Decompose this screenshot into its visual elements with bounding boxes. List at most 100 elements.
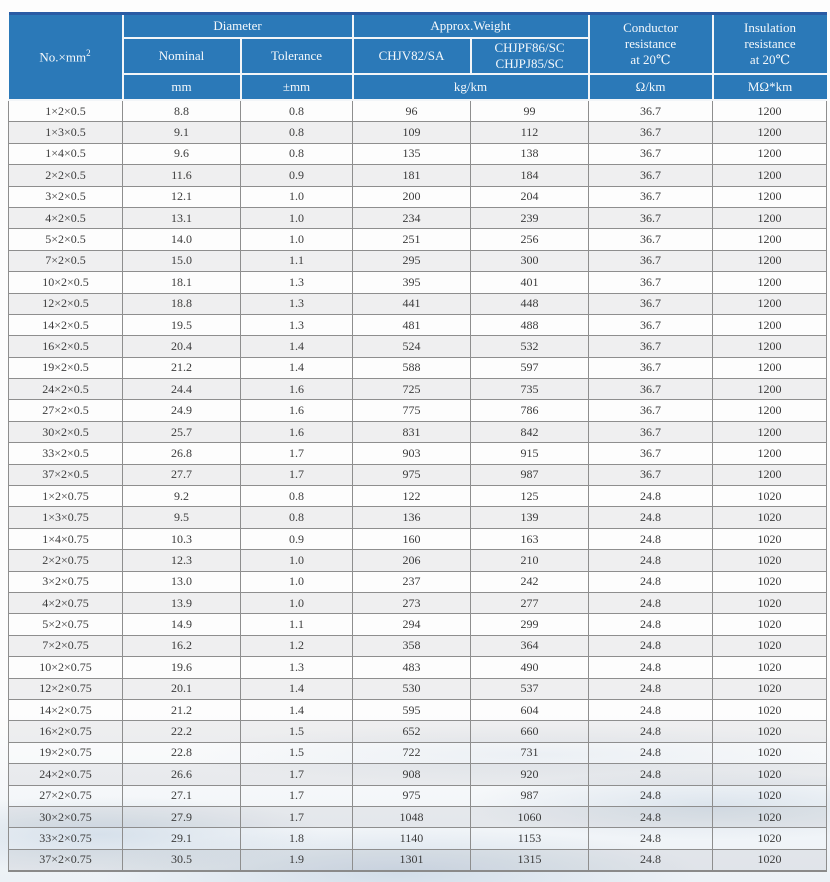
table-cell: 160 bbox=[352, 527, 471, 551]
table-cell: 2×2×0.5 bbox=[8, 164, 123, 187]
table-cell: 448 bbox=[469, 292, 590, 315]
table-cell: 24.8 bbox=[588, 634, 714, 658]
table-cell: 1060 bbox=[469, 805, 590, 829]
table-cell: 36.7 bbox=[588, 378, 714, 401]
table-cell: 13.1 bbox=[122, 206, 241, 230]
table-row: 12×2×0.75 20.1 1.4 530 537 24.8 1020 bbox=[8, 677, 828, 700]
table-row: 2×2×0.75 12.3 1.0 206 210 24.8 1020 bbox=[8, 549, 828, 572]
table-cell: 20.1 bbox=[122, 677, 241, 700]
table-cell: 294 bbox=[352, 613, 471, 636]
table-cell: 204 bbox=[469, 185, 590, 208]
table-cell: 1.0 bbox=[240, 206, 353, 230]
table-cell: 135 bbox=[352, 142, 471, 166]
table-cell: 15.0 bbox=[122, 249, 241, 273]
table-cell: 24.8 bbox=[588, 677, 714, 700]
table-cell: 11.6 bbox=[122, 164, 241, 187]
unit-mm: mm bbox=[121, 73, 242, 101]
table-cell: 295 bbox=[352, 249, 471, 273]
table-cell: 19×2×0.75 bbox=[8, 741, 123, 765]
table-row: 33×2×0.5 26.8 1.7 903 915 36.7 1200 bbox=[8, 442, 828, 465]
table-cell: 29.1 bbox=[122, 827, 241, 850]
table-cell: 21.2 bbox=[122, 356, 241, 380]
table-cell: 920 bbox=[469, 763, 590, 786]
table-row: 12×2×0.5 18.8 1.3 441 448 36.7 1200 bbox=[8, 292, 828, 315]
table-cell: 660 bbox=[469, 720, 590, 743]
table-cell: 1020 bbox=[712, 634, 828, 658]
table-cell: 24×2×0.75 bbox=[8, 763, 123, 786]
table-cell: 36.7 bbox=[588, 399, 714, 422]
table-row: 1×4×0.75 10.3 0.9 160 163 24.8 1020 bbox=[8, 527, 828, 551]
table-cell: 1200 bbox=[712, 335, 828, 358]
table-cell: 987 bbox=[469, 463, 590, 487]
table-cell: 1200 bbox=[712, 185, 828, 208]
table-cell: 775 bbox=[352, 399, 471, 422]
table-cell: 13.0 bbox=[122, 570, 241, 593]
table-cell: 1020 bbox=[712, 805, 828, 829]
unit-ohm-km: Ω/km bbox=[587, 73, 714, 101]
col-header-nominal: Nominal bbox=[121, 36, 242, 75]
table-cell: 1020 bbox=[712, 763, 828, 786]
table-row: 1×4×0.5 9.6 0.8 135 138 36.7 1200 bbox=[8, 142, 828, 166]
table-cell: 1×2×0.75 bbox=[8, 485, 123, 508]
table-cell: 30×2×0.5 bbox=[8, 420, 123, 444]
table-cell: 27×2×0.5 bbox=[8, 399, 123, 422]
table-cell: 20.4 bbox=[122, 335, 241, 358]
table-cell: 1140 bbox=[352, 827, 471, 850]
table-cell: 24.8 bbox=[588, 549, 714, 572]
table-cell: 21.2 bbox=[122, 698, 241, 722]
table-cell: 1200 bbox=[712, 356, 828, 380]
table-cell: 273 bbox=[352, 591, 471, 615]
table-cell: 36.7 bbox=[588, 121, 714, 144]
unit-mohm-km: MΩ*km bbox=[711, 73, 827, 101]
table-cell: 1020 bbox=[712, 677, 828, 700]
table-cell: 12×2×0.75 bbox=[8, 677, 123, 700]
table-cell: 1.7 bbox=[240, 442, 353, 465]
table-cell: 786 bbox=[469, 399, 590, 422]
table-cell: 109 bbox=[352, 121, 471, 144]
table-cell: 1200 bbox=[712, 420, 828, 444]
table-cell: 1200 bbox=[712, 249, 828, 273]
table-cell: 532 bbox=[469, 335, 590, 358]
table-cell: 36.7 bbox=[588, 313, 714, 337]
table-cell: 1020 bbox=[712, 613, 828, 636]
table-cell: 24.8 bbox=[588, 485, 714, 508]
table-cell: 1.9 bbox=[240, 848, 353, 873]
col-header-no-mm2: No.×mm2 bbox=[8, 13, 124, 101]
table-cell: 36.7 bbox=[588, 292, 714, 315]
table-cell: 96 bbox=[352, 99, 471, 123]
table-cell: 14×2×0.75 bbox=[8, 698, 123, 722]
table-cell: 1200 bbox=[712, 142, 828, 166]
table-cell: 24.8 bbox=[588, 741, 714, 765]
table-cell: 1.7 bbox=[240, 763, 353, 786]
table-cell: 19.6 bbox=[122, 656, 241, 679]
table-cell: 18.8 bbox=[122, 292, 241, 315]
table-cell: 163 bbox=[469, 527, 590, 551]
table-cell: 395 bbox=[352, 271, 471, 294]
table-cell: 36.7 bbox=[588, 271, 714, 294]
table-cell: 242 bbox=[469, 570, 590, 593]
table-row: 14×2×0.5 19.5 1.3 481 488 36.7 1200 bbox=[8, 313, 828, 337]
table-cell: 37×2×0.75 bbox=[8, 848, 123, 873]
table-cell: 24.8 bbox=[588, 763, 714, 786]
table-cell: 1200 bbox=[712, 206, 828, 230]
table-cell: 36.7 bbox=[588, 249, 714, 273]
table-cell: 10×2×0.75 bbox=[8, 656, 123, 679]
table-row: 2×2×0.5 11.6 0.9 181 184 36.7 1200 bbox=[8, 164, 828, 187]
table-cell: 2×2×0.75 bbox=[8, 549, 123, 572]
table-row: 24×2×0.5 24.4 1.6 725 735 36.7 1200 bbox=[8, 378, 828, 401]
table-cell: 24.8 bbox=[588, 784, 714, 807]
table-cell: 903 bbox=[352, 442, 471, 465]
table-cell: 1315 bbox=[469, 848, 590, 873]
table-cell: 1.1 bbox=[240, 249, 353, 273]
table-cell: 1200 bbox=[712, 378, 828, 401]
table-cell: 524 bbox=[352, 335, 471, 358]
table-cell: 27×2×0.75 bbox=[8, 784, 123, 807]
table-cell: 1020 bbox=[712, 549, 828, 572]
table-cell: 36.7 bbox=[588, 228, 714, 251]
col-header-conductor-resistance: Conductor resistance at 20℃ bbox=[587, 13, 714, 75]
table-cell: 36.7 bbox=[588, 442, 714, 465]
table-cell: 25.7 bbox=[122, 420, 241, 444]
table-cell: 1×3×0.75 bbox=[8, 506, 123, 529]
table-cell: 0.8 bbox=[240, 506, 353, 529]
table-row: 5×2×0.5 14.0 1.0 251 256 36.7 1200 bbox=[8, 228, 828, 251]
